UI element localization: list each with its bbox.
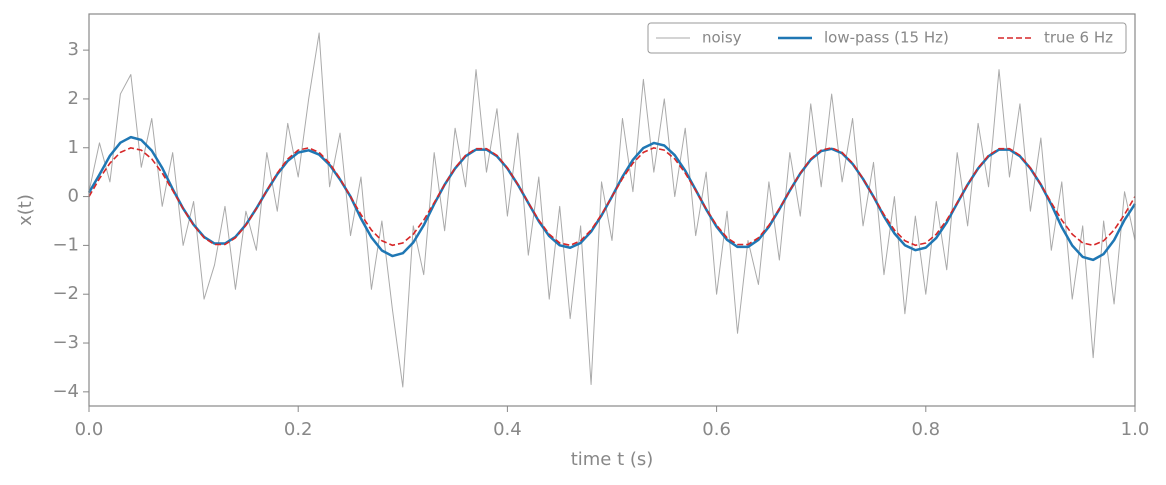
y-tick-label: 2 (68, 88, 79, 109)
series-line (88, 32, 1136, 388)
y-tick-label: −3 (52, 332, 79, 353)
plot-frame (88, 13, 1136, 407)
legend-box (647, 22, 1127, 54)
y-tick-label: −2 (52, 283, 79, 304)
legend-label: noisy (702, 29, 742, 47)
x-axis-label: time t (s) (571, 449, 654, 470)
x-tick-label: 0.6 (702, 419, 731, 440)
y-tick-label: 1 (68, 137, 79, 158)
y-tick-label: −4 (52, 381, 79, 402)
x-tick-label: 0.2 (284, 419, 313, 440)
x-tick-label: 0.8 (911, 419, 940, 440)
series-line (88, 147, 1136, 247)
legend-label: true 6 Hz (1044, 29, 1113, 47)
y-tick-label: 3 (68, 39, 79, 60)
x-tick-label: 1.0 (1121, 419, 1150, 440)
x-tick-label: 0.4 (493, 419, 522, 440)
x-tick-label: 0.0 (75, 419, 104, 440)
y-axis-label: x(t) (15, 194, 36, 226)
y-tick-label: −1 (52, 234, 79, 255)
legend-label: low-pass (15 Hz) (824, 29, 949, 47)
series-line (87, 135, 1137, 262)
y-tick-label: 0 (68, 186, 79, 207)
legend: noisy low-pass (15 Hz) true 6 Hz (647, 22, 1127, 54)
